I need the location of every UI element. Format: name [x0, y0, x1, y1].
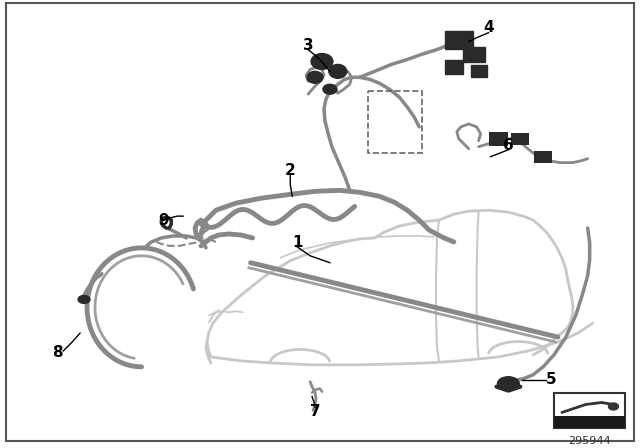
- Ellipse shape: [323, 84, 337, 94]
- Text: 7: 7: [310, 404, 321, 419]
- Ellipse shape: [609, 403, 618, 410]
- Bar: [534, 151, 552, 163]
- Ellipse shape: [78, 295, 90, 303]
- Bar: [554, 392, 625, 428]
- Text: 1: 1: [292, 235, 303, 250]
- Text: 6: 6: [503, 138, 514, 153]
- Text: 9: 9: [158, 213, 169, 228]
- Bar: [511, 133, 529, 145]
- Text: 2: 2: [285, 163, 296, 178]
- Bar: [554, 416, 625, 428]
- Text: 5: 5: [546, 372, 556, 387]
- Text: 3: 3: [303, 38, 314, 53]
- Ellipse shape: [307, 71, 323, 83]
- Ellipse shape: [329, 65, 347, 78]
- Text: 4: 4: [483, 20, 494, 35]
- Bar: [445, 60, 463, 74]
- Ellipse shape: [311, 54, 333, 69]
- Bar: [367, 91, 422, 153]
- Ellipse shape: [497, 377, 519, 391]
- Text: 8: 8: [52, 345, 63, 361]
- Bar: [445, 31, 473, 48]
- Text: 295944: 295944: [568, 436, 611, 446]
- Bar: [463, 47, 484, 62]
- Bar: [488, 132, 508, 146]
- Bar: [470, 65, 486, 78]
